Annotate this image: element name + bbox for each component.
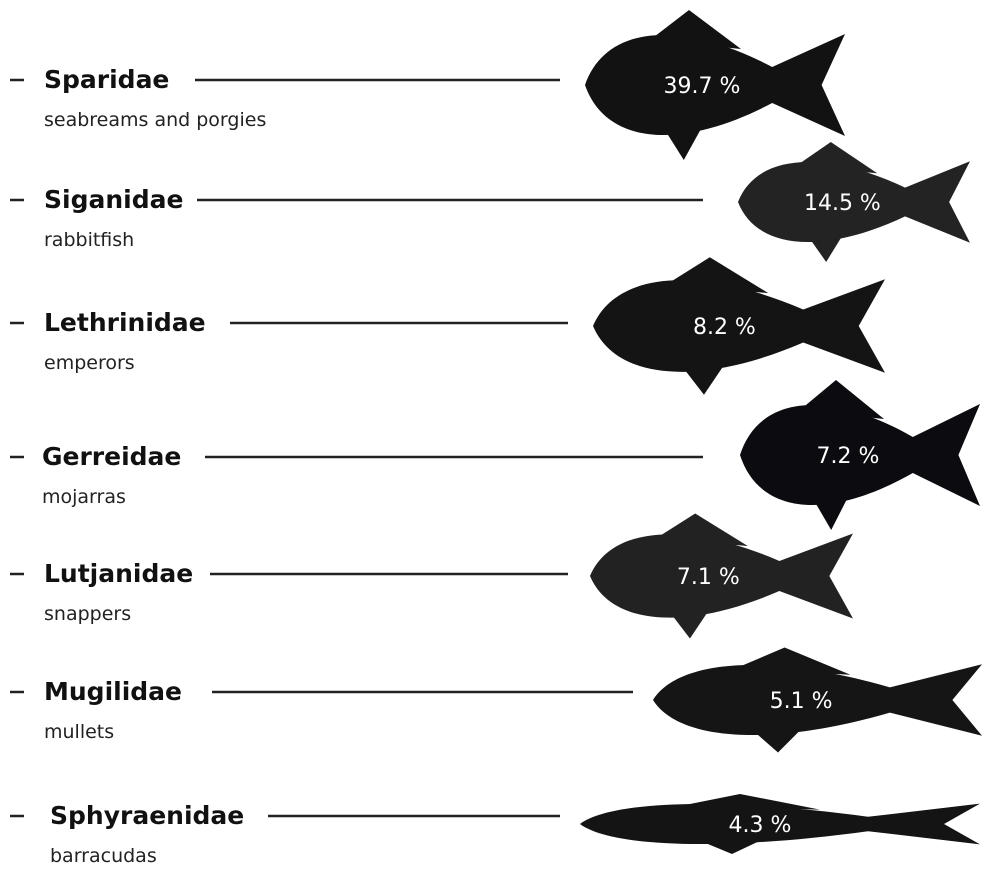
percentage: 7.1 % <box>677 565 740 590</box>
fish-row: Sphyraenidae barracudas 4.3 % <box>10 794 980 867</box>
family-name: Sphyraenidae <box>50 801 244 830</box>
fish-row: Gerreidae mojarras 7.2 % <box>10 380 980 530</box>
common-name: emperors <box>44 352 135 374</box>
family-name: Sparidae <box>44 65 169 94</box>
family-name: Lutjanidae <box>44 559 193 588</box>
common-name: seabreams and porgies <box>44 109 266 131</box>
family-name: Siganidae <box>44 185 183 214</box>
fish-row: Lethrinidae emperors 8.2 % <box>10 257 885 395</box>
common-name: mullets <box>44 721 114 743</box>
percentage: 4.3 % <box>729 813 792 838</box>
family-name: Gerreidae <box>42 442 181 471</box>
percentage: 8.2 % <box>693 315 756 340</box>
fish-row: Mugilidae mullets 5.1 % <box>10 648 982 753</box>
common-name: mojarras <box>42 486 126 508</box>
fish-row: Lutjanidae snappers 7.1 % <box>10 514 853 639</box>
common-name: snappers <box>44 603 131 625</box>
percentage: 14.5 % <box>804 191 881 216</box>
percentage: 7.2 % <box>817 444 880 469</box>
family-name: Mugilidae <box>44 677 182 706</box>
fish-row: Sparidae seabreams and porgies 39.7 % <box>10 10 845 160</box>
family-name: Lethrinidae <box>44 308 206 337</box>
fish-row: Siganidae rabbitfish 14.5 % <box>10 142 970 262</box>
percentage: 39.7 % <box>664 74 741 99</box>
common-name: rabbitfish <box>44 229 134 251</box>
infographic: Sparidae seabreams and porgies 39.7 % Sigan… <box>0 0 982 869</box>
percentage: 5.1 % <box>770 689 833 714</box>
common-name: barracudas <box>50 845 157 867</box>
